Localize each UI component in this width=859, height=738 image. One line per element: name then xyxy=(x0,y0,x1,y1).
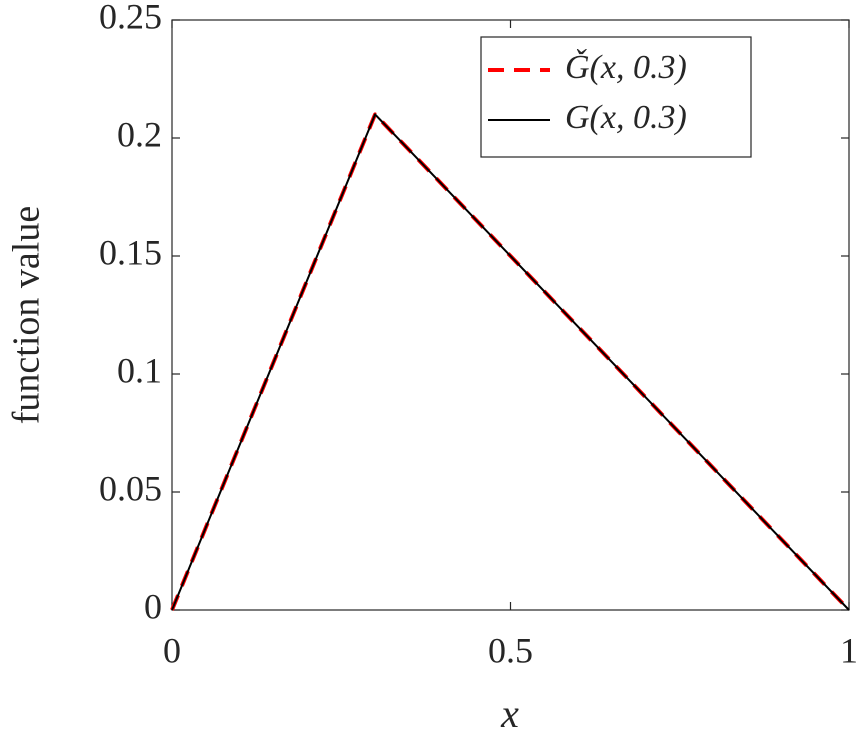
y-tick-label: 0.15 xyxy=(99,232,162,272)
x-tick-label: 0 xyxy=(163,630,181,670)
y-tick-label: 0.2 xyxy=(117,114,162,154)
y-tick-label: 0 xyxy=(144,586,162,626)
legend-label: Ǧ(x, 0.3) xyxy=(565,48,687,86)
legend-box xyxy=(480,36,752,158)
legend-label: G(x, 0.3) xyxy=(565,99,687,136)
y-tick-label: 0.25 xyxy=(99,0,162,36)
x-tick-label: 1 xyxy=(840,630,858,670)
x-axis-label: x xyxy=(500,691,519,736)
y-tick-label: 0.1 xyxy=(117,350,162,390)
x-tick-label: 0.5 xyxy=(488,630,533,670)
series-line xyxy=(171,113,850,611)
y-tick-label: 0.05 xyxy=(99,468,162,508)
y-axis-label: function value xyxy=(6,206,48,424)
